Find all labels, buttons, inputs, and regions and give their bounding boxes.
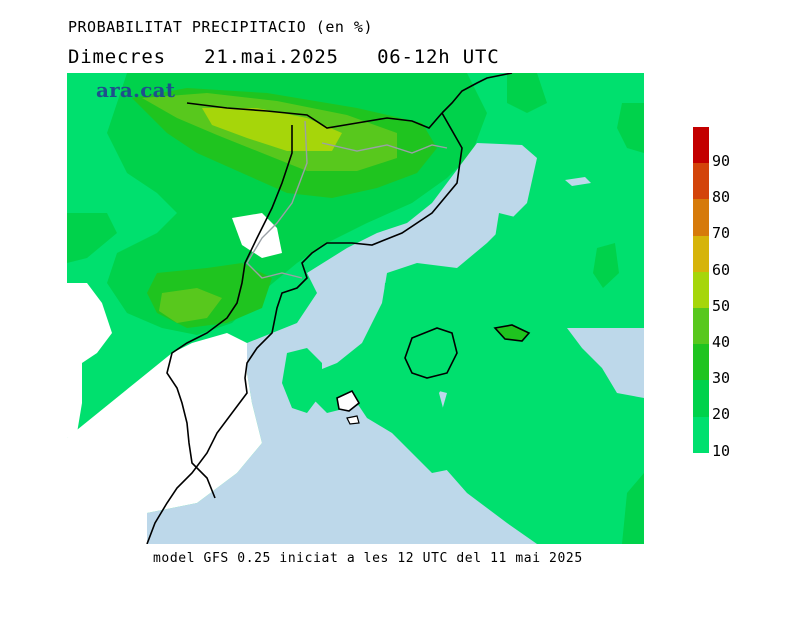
legend-label: 40 <box>712 333 731 351</box>
legend-label: 20 <box>712 405 731 424</box>
forecast-day: Dimecres <box>68 46 166 68</box>
ara-cat-logo: ara.cat <box>96 78 176 102</box>
forecast-period: Dimecres 21.mai.2025 06-12h UTC <box>68 46 499 68</box>
prob-10-patch-south <box>282 348 322 413</box>
legend-label: 90 <box>712 152 731 170</box>
model-run-info: model GFS 0.25 iniciat a les 12 UTC del … <box>153 551 583 566</box>
internal-border <box>246 120 448 279</box>
chart-title: PROBABILITAT PRECIPITACIO (en %) <box>68 18 373 36</box>
legend-swatch <box>693 271 709 308</box>
prob-10-patch-bay <box>495 213 525 253</box>
legend-label: 50 <box>712 296 731 315</box>
prob-20-area-ne <box>507 73 547 113</box>
island-mallorca <box>404 327 458 379</box>
legend-swatch <box>693 127 709 164</box>
legend-swatch <box>693 199 709 236</box>
island-menorca <box>493 324 531 342</box>
color-legend-bar <box>693 127 709 453</box>
legend-swatch <box>693 235 709 272</box>
prob-20-area-west <box>67 213 117 263</box>
legend-swatch <box>693 380 709 417</box>
legend-swatch <box>693 307 709 345</box>
prob-10-patch-small <box>417 428 432 441</box>
prob-20-area-se <box>622 473 644 544</box>
legend-label: 80 <box>712 188 731 207</box>
island-ibiza <box>336 389 361 412</box>
dry-land-pocket <box>232 213 282 258</box>
dry-sea-area-east <box>567 328 644 398</box>
forecast-date: 21.mai.2025 <box>204 46 339 68</box>
country-border <box>166 102 443 499</box>
dry-land-area-interior <box>67 333 262 544</box>
prob-20-area-east <box>617 103 644 153</box>
precipitation-probability-map <box>67 73 644 544</box>
legend-label: 60 <box>712 260 731 279</box>
forecast-hours: 06-12h UTC <box>377 46 500 68</box>
legend-swatch <box>693 344 709 381</box>
island-formentera <box>346 415 360 425</box>
legend-label: 30 <box>712 369 731 388</box>
prob-40-area-south <box>159 288 222 323</box>
legend-swatch <box>693 416 709 453</box>
legend-label: 10 <box>712 441 731 460</box>
legend-label: 70 <box>712 224 731 243</box>
dry-sea-pocket <box>565 177 591 186</box>
legend-swatch <box>693 163 709 200</box>
prob-50-area <box>202 108 342 151</box>
prob-20-area-mid <box>593 243 619 288</box>
coastline <box>146 73 513 544</box>
dry-land-area-sw <box>67 283 112 438</box>
